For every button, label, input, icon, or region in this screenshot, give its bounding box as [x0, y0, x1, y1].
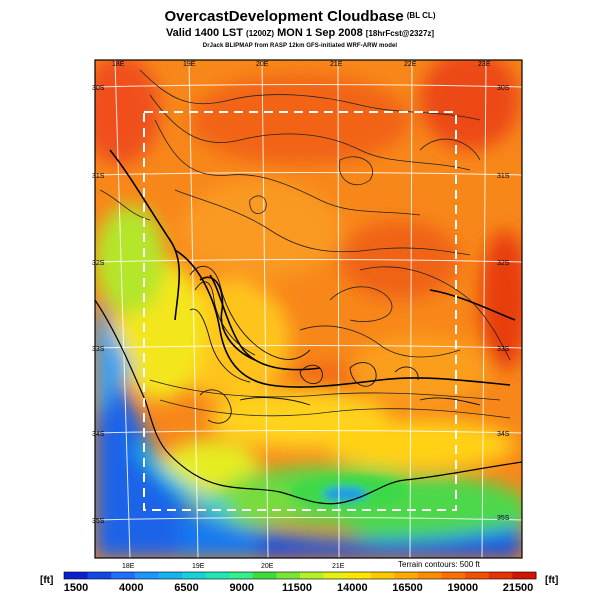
colorbar-tick-label: 21500	[502, 582, 534, 594]
valid-time-line: Valid 1400 LST (1200Z) MON 1 Sep 2008 [1…	[165, 27, 435, 39]
colorbar-tick-label: 9000	[229, 582, 255, 594]
terrain-contour-note: Terrain contours: 500 ft	[398, 560, 480, 569]
map-frame	[94, 59, 523, 559]
lon-label-top: 20E	[256, 61, 269, 68]
colorbar-unit-left: [ft]	[40, 575, 54, 586]
colorbar-tick-label: 4000	[119, 582, 144, 594]
colorbar-swatch	[488, 572, 513, 579]
terrain-contours-fine	[189, 265, 481, 424]
lon-label-top: 18E	[112, 61, 125, 68]
colorbar-swatch	[252, 572, 277, 579]
colorbar-tick-label: 6500	[174, 582, 199, 594]
colorbar-border	[63, 571, 537, 580]
lon-label-bottom: 20E	[261, 563, 274, 570]
lat-label-left: 34S	[92, 431, 105, 438]
lat-label-left: 30S	[92, 85, 105, 92]
colorbar-swatch	[418, 572, 443, 579]
colorbar-swatch	[323, 572, 348, 579]
colorbar-tick-label: 19000	[447, 582, 479, 594]
colorbar-tick-label: 11500	[282, 582, 312, 594]
lat-lon-grid	[95, 60, 522, 558]
colorbar-swatch	[394, 572, 419, 579]
colorbar-swatch	[276, 572, 301, 579]
colorbar-swatch	[300, 572, 325, 579]
colorbar-swatch	[111, 572, 136, 579]
lon-label-bottom: 18E	[122, 563, 135, 570]
lon-label-top: 23E	[478, 61, 491, 68]
lat-label-left: 33S	[92, 346, 105, 353]
lat-label-right: 35S	[497, 515, 510, 522]
chart-title-tag: (BL CL)	[406, 11, 436, 20]
lat-label-right: 32S	[497, 260, 510, 267]
colorbar-swatch	[229, 572, 254, 579]
lon-label-bottom: 19E	[192, 563, 205, 570]
lon-label-bottom: 21E	[332, 563, 345, 570]
colorbar-swatch	[347, 572, 372, 579]
colorbar-unit-right: [ft]	[545, 575, 559, 586]
colorbar-tick-label: 1500	[63, 582, 89, 594]
lon-label-top: 22E	[404, 61, 417, 68]
lon-label-top: 21E	[330, 61, 343, 68]
colorbar-swatch	[441, 572, 466, 579]
lat-label-left: 35S	[92, 518, 105, 525]
colorbar-swatch	[205, 572, 230, 579]
lat-label-right: 34S	[497, 431, 510, 438]
colorbar-swatch	[134, 572, 159, 579]
lat-label-right: 33S	[497, 346, 510, 353]
model-description: DrJack BLIPMAP from RASP 12km GFS-initia…	[202, 43, 398, 49]
colorbar-swatch	[465, 572, 490, 579]
colorbar-swatch	[512, 572, 537, 579]
lat-label-right: 30S	[497, 85, 510, 92]
lon-label-top: 19E	[183, 61, 196, 68]
grid-labels: 18E 19E 20E 21E 22E 23E 18E 19E 20E 21E …	[92, 61, 510, 570]
colorbar-swatch	[370, 572, 395, 579]
colorbar-swatch	[182, 572, 207, 579]
colorbar-swatch	[158, 572, 183, 579]
inner-domain-box	[143, 111, 457, 511]
colorbar-tick-label: 16500	[392, 582, 423, 594]
lat-label-left: 32S	[92, 260, 105, 267]
terrain-contours-major	[109, 149, 516, 388]
chart-title: OvercastDevelopment Cloudbase (BL CL)	[164, 8, 436, 25]
cloudbase-field	[95, 60, 522, 558]
lat-label-left: 31S	[92, 173, 105, 180]
colorbar-swatch	[87, 572, 112, 579]
colorbar-swatch	[64, 572, 89, 579]
colorbar-tick-label: 14000	[337, 582, 368, 594]
lat-label-right: 31S	[497, 173, 510, 180]
colorbar	[63, 571, 537, 580]
